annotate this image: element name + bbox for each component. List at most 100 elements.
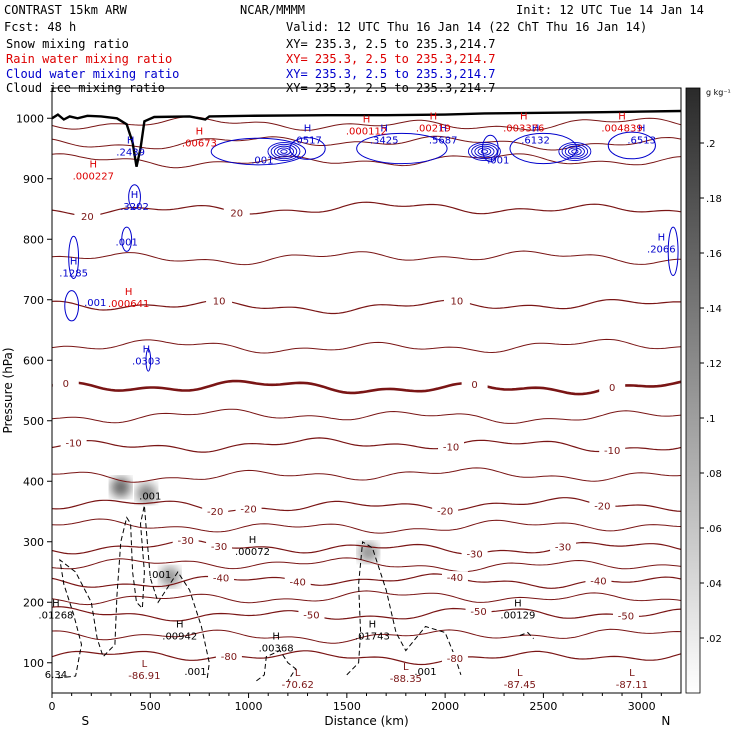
isotherm-label--20: -20 bbox=[594, 501, 610, 512]
isotherm-label-bg bbox=[441, 652, 468, 665]
isotherm-label-bg bbox=[461, 378, 488, 391]
snow-contour-label: .001 bbox=[414, 667, 436, 678]
isotherm-label-20: 20 bbox=[81, 212, 94, 223]
isotherm-10 bbox=[52, 299, 681, 315]
contour-labels: -80 -80 -50 -50 -50 -40 -40 -40 -40 -30 -30 -30 -30 -… bbox=[38, 111, 675, 691]
snow-shade-0 bbox=[110, 477, 131, 498]
isotherm-label--50: -50 bbox=[470, 607, 486, 618]
cloud-water-contour-6 bbox=[289, 137, 326, 160]
temp-low-value: -70.62 bbox=[282, 680, 314, 691]
terrain-line bbox=[52, 109, 681, 167]
colorbar-tick-label: .18 bbox=[706, 194, 722, 205]
isotherm-intermediate-4 bbox=[52, 467, 681, 483]
colorbar-tick-label: .08 bbox=[706, 469, 722, 480]
snow-contour-label: .001 bbox=[139, 491, 161, 502]
cloud-water-contour-3 bbox=[128, 184, 141, 210]
colorbar-tick-label: .14 bbox=[706, 304, 722, 315]
isotherm--80 bbox=[52, 650, 681, 666]
isotherm-label-0: 0 bbox=[63, 379, 69, 390]
snow-contour-label: .001 bbox=[149, 570, 171, 581]
isotherm-label--10: -10 bbox=[65, 438, 81, 449]
isotherm-label-bg bbox=[461, 547, 488, 560]
isotherm-intermediate-0 bbox=[52, 628, 681, 644]
cloud-water-core-2 bbox=[558, 142, 592, 161]
cloud-water-max-marker: H bbox=[532, 123, 540, 134]
x-tick-label: 2500 bbox=[529, 700, 557, 713]
isotherm-lowlevel-2 bbox=[52, 116, 681, 131]
isotherm-label-bg bbox=[599, 381, 626, 394]
isotherm-lowlevel-1 bbox=[52, 135, 681, 151]
cloud-water-max-value: .1285 bbox=[59, 269, 88, 280]
snow-max-marker: H bbox=[52, 598, 60, 609]
field-xy-snow: XY= 235.3, 2.5 to 235.3,214.7 bbox=[286, 37, 496, 51]
cloud-water-max-marker: H bbox=[127, 136, 135, 147]
snow-max-marker: H bbox=[272, 632, 280, 643]
cloud-water-contour-0 bbox=[64, 290, 80, 322]
cloud-water-max-marker: H bbox=[638, 123, 646, 134]
rain-max-marker: H bbox=[125, 287, 133, 298]
field-label-snow: Snow mixing ratio bbox=[6, 37, 129, 51]
cloud-water-core-0 bbox=[267, 142, 301, 161]
y-tick-label: 700 bbox=[23, 294, 44, 307]
field-xy-cloud-water: XY= 235.3, 2.5 to 235.3,214.7 bbox=[286, 67, 496, 81]
x-end-label-south: S bbox=[81, 714, 89, 728]
snow-contour-label: .001 bbox=[184, 667, 206, 678]
isotherm-label--30: -30 bbox=[466, 550, 482, 561]
cloud-water-max-value: .0303 bbox=[132, 356, 161, 367]
isotherm-label--40: -40 bbox=[447, 573, 463, 584]
isotherm-label-bg bbox=[465, 605, 492, 618]
cloud-water-max-marker: H bbox=[143, 344, 151, 355]
rain-max-marker: H bbox=[618, 111, 626, 122]
isotherm-label-bg bbox=[284, 575, 311, 588]
isotherm-label-10: 10 bbox=[213, 296, 226, 307]
isotherm-label-bg bbox=[60, 436, 87, 449]
cloud-water-core-1 bbox=[467, 142, 501, 161]
cloud-water-contour-1 bbox=[68, 235, 80, 280]
cloud-water-contour-2 bbox=[121, 226, 133, 252]
isotherm-label--10: -10 bbox=[604, 446, 620, 457]
field-label-rain: Rain water mixing ratio bbox=[6, 52, 173, 66]
isotherm--30 bbox=[52, 539, 681, 555]
isotherm-label--40: -40 bbox=[290, 577, 306, 588]
isotherm-label-bg bbox=[612, 609, 639, 622]
snow-max-value: .01743 bbox=[355, 632, 390, 643]
isotherm-label-bg bbox=[441, 571, 468, 584]
forecast-hour: Fcst: 48 h bbox=[4, 20, 77, 34]
isotherm-label-bg bbox=[74, 209, 101, 222]
rain-max-marker: H bbox=[430, 111, 438, 122]
colorbar-tick-label: .12 bbox=[706, 359, 722, 370]
colorbar-tick-label: .1 bbox=[706, 414, 716, 425]
isotherm-label-bg bbox=[202, 505, 229, 518]
colorbar-unit: g kg⁻¹ bbox=[706, 88, 731, 97]
isotherm-intermediate-7 bbox=[52, 250, 681, 266]
cloud-water-max-marker: H bbox=[439, 123, 447, 134]
x-tick-label: 1500 bbox=[333, 700, 361, 713]
isotherm-label-0: 0 bbox=[609, 383, 615, 394]
isotherm--40 bbox=[52, 573, 681, 589]
valid-time: Valid: 12 UTC Thu 16 Jan 14 (22 ChT Thu … bbox=[286, 20, 648, 34]
temp-low-marker: L bbox=[142, 659, 148, 670]
snow-max-marker: H bbox=[176, 620, 184, 631]
isotherm-label-bg bbox=[298, 608, 325, 621]
isotherm--10 bbox=[52, 437, 681, 453]
snow-shading-layer bbox=[110, 477, 379, 587]
snow-max-marker: H bbox=[249, 535, 257, 546]
temp-low-value: -87.45 bbox=[504, 680, 536, 691]
cloud-water-max-marker: H bbox=[658, 232, 666, 243]
x-tick-label: 1000 bbox=[235, 700, 263, 713]
field-label-cloud-water: Cloud water mixing ratio bbox=[6, 67, 180, 81]
isotherm-label-bg bbox=[206, 294, 233, 307]
snow-contour-3 bbox=[519, 631, 534, 639]
colorbar-tick-label: .2 bbox=[706, 139, 716, 150]
temp-low-marker: L bbox=[403, 662, 409, 673]
isotherm-label-bg bbox=[223, 206, 250, 219]
y-tick-label: 500 bbox=[23, 415, 44, 428]
x-tick-label: 3000 bbox=[628, 700, 656, 713]
rain-max-value: .000112 bbox=[346, 126, 387, 137]
cloud-water-core-0 bbox=[280, 149, 288, 154]
isotherm-label--30: -30 bbox=[177, 536, 193, 547]
cloud-water-max-marker: H bbox=[131, 190, 139, 201]
rain-max-marker: H bbox=[520, 111, 528, 122]
rain-max-value: .00673 bbox=[182, 138, 217, 149]
isotherm-label--50: -50 bbox=[618, 612, 634, 623]
